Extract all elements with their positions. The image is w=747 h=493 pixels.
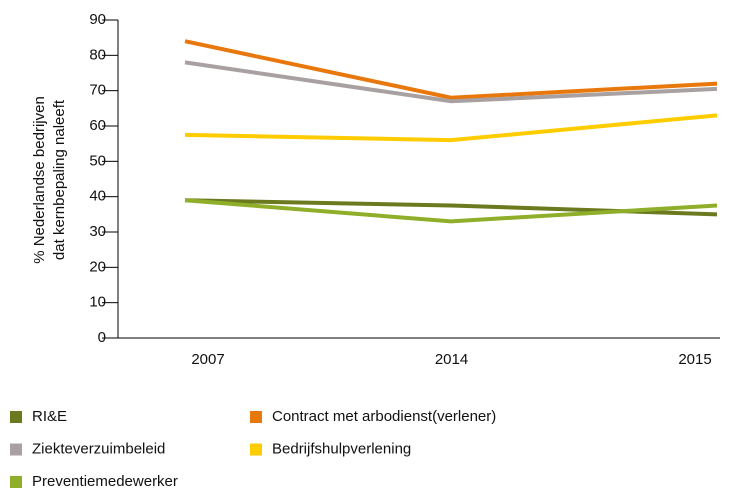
legend-swatch xyxy=(10,476,22,488)
y-tick-label: 10 xyxy=(89,294,106,311)
y-tick-label: 70 xyxy=(89,82,106,99)
x-tick-label: 2014 xyxy=(435,351,468,368)
series-line xyxy=(184,113,718,143)
y-axis-label: % Nederlandse bedrijven xyxy=(31,96,48,264)
y-tick-label: 20 xyxy=(89,258,106,275)
y-tick-label: 90 xyxy=(89,11,106,28)
y-axis-label: dat kernbepaling naleeft xyxy=(51,99,68,260)
x-tick-label: 2007 xyxy=(191,351,224,368)
legend-swatch xyxy=(10,411,22,423)
y-tick-label: 50 xyxy=(89,152,106,169)
y-tick-label: 80 xyxy=(89,46,106,63)
y-tick-label: 30 xyxy=(89,223,106,240)
legend-label: Contract met arbodienst(verlener) xyxy=(272,408,496,425)
legend-label: Preventiemedewerker xyxy=(32,473,178,490)
y-tick-label: 60 xyxy=(89,117,106,134)
series-line xyxy=(184,60,718,104)
legend-swatch xyxy=(10,443,22,456)
x-tick-label: 2015 xyxy=(678,351,711,368)
y-tick-label: 40 xyxy=(89,188,106,205)
legend-label: RI&E xyxy=(32,408,67,425)
series-line xyxy=(184,39,718,100)
legend-label: Bedrijfshulpverlening xyxy=(272,440,411,457)
legend-swatch xyxy=(250,443,262,456)
legend-label: Ziekteverzuimbeleid xyxy=(32,440,165,457)
legend-swatch xyxy=(250,411,262,423)
y-tick-label: 0 xyxy=(98,329,106,346)
series-line xyxy=(184,198,718,224)
